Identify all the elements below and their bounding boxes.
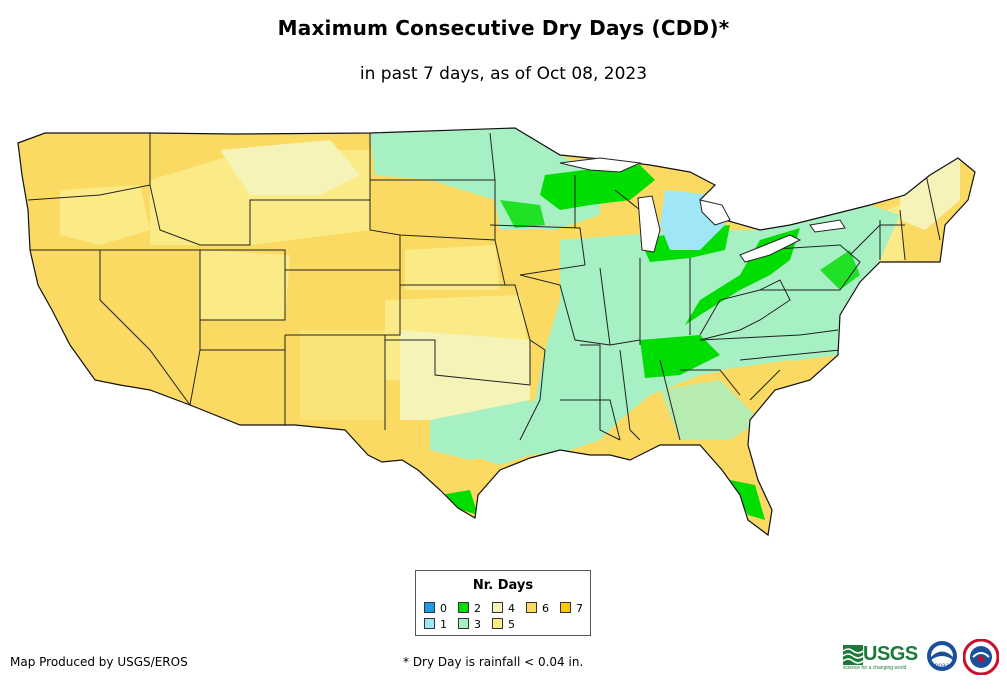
conus-cdd-map xyxy=(17,127,976,536)
legend-item-3: 3 xyxy=(458,618,481,631)
noaa-text: noaa xyxy=(935,662,950,669)
legend-swatch xyxy=(492,602,503,613)
legend-item-2: 2 xyxy=(458,602,481,615)
usgs-tagline: science for a changing world xyxy=(843,665,907,671)
legend-swatch xyxy=(560,602,571,613)
legend-swatch xyxy=(458,602,469,613)
legend-item-4: 4 xyxy=(492,602,515,615)
legend-item-1: 1 xyxy=(424,618,447,631)
dry-day-footnote: * Dry Day is rainfall < 0.04 in. xyxy=(403,655,584,669)
noaa-logo: noaa xyxy=(927,641,957,671)
map-subtitle: in past 7 days, as of Oct 08, 2023 xyxy=(359,64,648,84)
legend-swatch xyxy=(424,602,435,613)
legend-item-0: 0 xyxy=(424,602,447,615)
legend-swatch xyxy=(492,618,503,629)
legend-title: Nr. Days xyxy=(472,578,534,593)
legend-label: 5 xyxy=(508,618,515,631)
legend-label: 7 xyxy=(576,602,583,615)
legend-label: 3 xyxy=(474,618,481,631)
usgs-wordmark: USGS xyxy=(863,643,918,665)
legend-swatch xyxy=(458,618,469,629)
legend-label: 0 xyxy=(440,602,447,615)
legend-swatch xyxy=(526,602,537,613)
legend-item-6: 6 xyxy=(526,602,549,615)
legend-label: 4 xyxy=(508,602,515,615)
map-title: Maximum Consecutive Dry Days (CDD)* xyxy=(277,16,730,40)
map-credit: Map Produced by USGS/EROS xyxy=(10,655,188,669)
legend-label: 1 xyxy=(440,618,447,631)
legend-item-5: 5 xyxy=(492,618,515,631)
legend-label: 2 xyxy=(474,602,481,615)
nws-logo xyxy=(963,639,999,675)
legend-swatch xyxy=(424,618,435,629)
usgs-logo: USGS science for a changing world xyxy=(843,643,919,671)
legend-item-7: 7 xyxy=(560,602,583,615)
usgs-wave-icon xyxy=(843,645,863,665)
legend: Nr. Days 0 1 2 3 4 5 6 7 xyxy=(415,570,591,636)
legend-label: 6 xyxy=(542,602,549,615)
